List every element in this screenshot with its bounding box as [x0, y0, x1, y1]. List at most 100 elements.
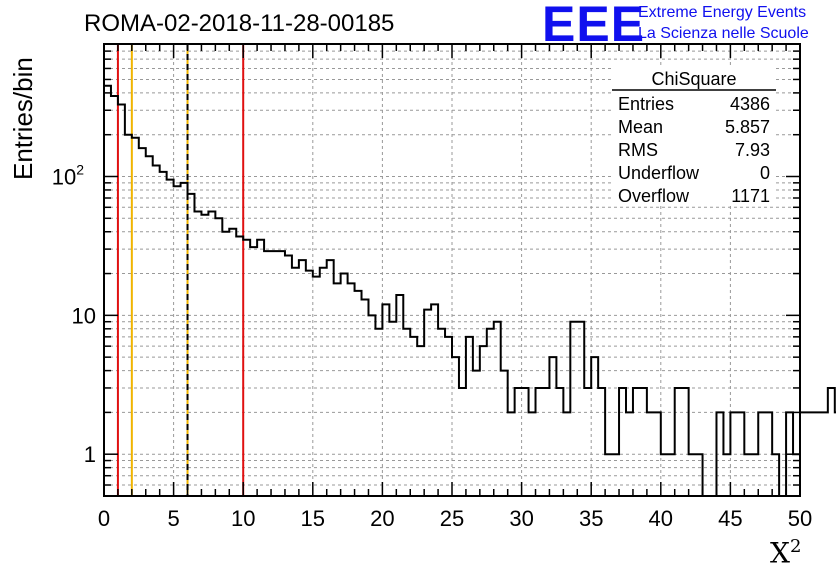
- histogram-bin: [800, 412, 807, 496]
- histogram-bin: [668, 454, 675, 496]
- x-tick-label: 20: [370, 506, 394, 531]
- histogram-bin: [577, 322, 584, 496]
- histogram-bin: [598, 388, 605, 496]
- stats-row-label: Mean: [618, 117, 663, 137]
- logo-line-2: La Scienza nelle Scuole: [638, 25, 809, 42]
- histogram-bin: [403, 329, 410, 496]
- stats-row-value: 7.93: [735, 140, 770, 160]
- histogram-bin: [375, 329, 382, 496]
- histogram-bin: [118, 105, 125, 496]
- histogram-bin: [355, 291, 362, 496]
- histogram-bin: [487, 329, 494, 496]
- histogram-bin: [814, 412, 821, 496]
- stats-box-title: ChiSquare: [651, 69, 736, 89]
- y-tick-label: 10: [72, 303, 96, 328]
- y-tick-label-exponent: 2: [76, 161, 84, 177]
- histogram-bin: [229, 229, 236, 496]
- histogram-bin: [473, 371, 480, 496]
- histogram-bin: [431, 304, 438, 496]
- histogram-bin: [306, 271, 313, 496]
- histogram-bin: [626, 412, 633, 496]
- histogram-bin: [515, 388, 522, 496]
- histogram-bin: [236, 236, 243, 496]
- histogram-bin: [716, 412, 723, 496]
- stats-row-label: Entries: [618, 94, 674, 114]
- histogram-bin: [278, 251, 285, 496]
- histogram-bin: [737, 412, 744, 496]
- histogram-bin: [536, 388, 543, 496]
- histogram-bin: [549, 357, 556, 496]
- histogram-bin: [751, 454, 758, 496]
- histogram-bin: [605, 454, 612, 496]
- stats-row-value: 1171: [731, 186, 770, 206]
- histogram-bin: [257, 240, 264, 496]
- histogram-bin: [466, 337, 473, 496]
- histogram-bin: [104, 86, 111, 496]
- histogram-bin: [174, 186, 181, 496]
- histogram-bin: [570, 322, 577, 496]
- axis-ticks: [103, 43, 801, 497]
- histogram-bin: [368, 315, 375, 496]
- x-tick-label: 5: [167, 506, 179, 531]
- histogram-bin: [417, 346, 424, 496]
- histogram-bin: [591, 357, 598, 496]
- histogram-bin: [153, 166, 160, 496]
- histogram-bin: [612, 454, 619, 496]
- histogram-bin: [542, 388, 549, 496]
- histogram-bin: [139, 148, 146, 496]
- histogram-bin: [362, 300, 369, 496]
- histogram-bin: [654, 412, 661, 496]
- y-tick-label: 102: [52, 161, 84, 189]
- y-axis-label: Entries/bin: [8, 57, 38, 180]
- x-tick-label: 35: [579, 506, 603, 531]
- histogram-bin: [640, 388, 647, 496]
- histogram-bin: [675, 388, 682, 496]
- histogram-bin: [111, 96, 118, 496]
- chart-title: ROMA-02-2018-11-28-00185: [84, 10, 395, 37]
- histogram-bin: [410, 337, 417, 496]
- histogram-bin: [181, 183, 188, 496]
- grid-lines: [104, 44, 800, 496]
- x-axis-label: X2: [770, 536, 801, 569]
- eee-logo: EEE: [542, 0, 646, 52]
- histogram-bin: [264, 251, 271, 496]
- histogram-bin: [320, 268, 327, 496]
- histogram-bin: [389, 322, 396, 496]
- stats-row-label: Overflow: [618, 186, 690, 206]
- histogram-bin: [438, 329, 445, 496]
- histogram-bin: [125, 135, 132, 496]
- histogram-bin: [243, 240, 250, 496]
- stats-row-value: 0: [760, 163, 770, 183]
- histogram-bin: [445, 337, 452, 496]
- histogram-bin: [765, 412, 772, 496]
- histogram-bin: [188, 194, 195, 496]
- histogram-bin: [285, 255, 292, 496]
- histogram-bin: [563, 412, 570, 496]
- histogram-bin: [522, 388, 529, 496]
- histogram-bin: [132, 138, 139, 496]
- histogram-bin: [201, 215, 208, 496]
- histogram-bin: [723, 454, 730, 496]
- histogram-bin: [501, 371, 508, 496]
- histogram-bin: [556, 388, 563, 496]
- x-tick-label: 25: [440, 506, 464, 531]
- x-tick-label: 40: [649, 506, 673, 531]
- histogram-bin: [334, 283, 341, 496]
- x-tick-label: 50: [788, 506, 812, 531]
- histogram-bin: [208, 211, 215, 496]
- histogram-bin: [459, 388, 466, 496]
- stats-row-label: Underflow: [618, 163, 700, 183]
- histogram-bin: [194, 211, 201, 496]
- histogram-bin: [807, 412, 814, 496]
- y-tick-label: 1: [84, 442, 96, 467]
- histogram-bin: [452, 357, 459, 496]
- x-tick-label: 10: [231, 506, 255, 531]
- histogram-bin: [160, 172, 167, 496]
- histogram-bin: [682, 388, 689, 496]
- histogram-bin: [647, 412, 654, 496]
- stats-row-label: RMS: [618, 140, 658, 160]
- histogram-bin: [424, 310, 431, 496]
- histogram-bin: [327, 260, 334, 496]
- histogram-bin: [689, 454, 696, 496]
- histogram-bin: [758, 412, 765, 496]
